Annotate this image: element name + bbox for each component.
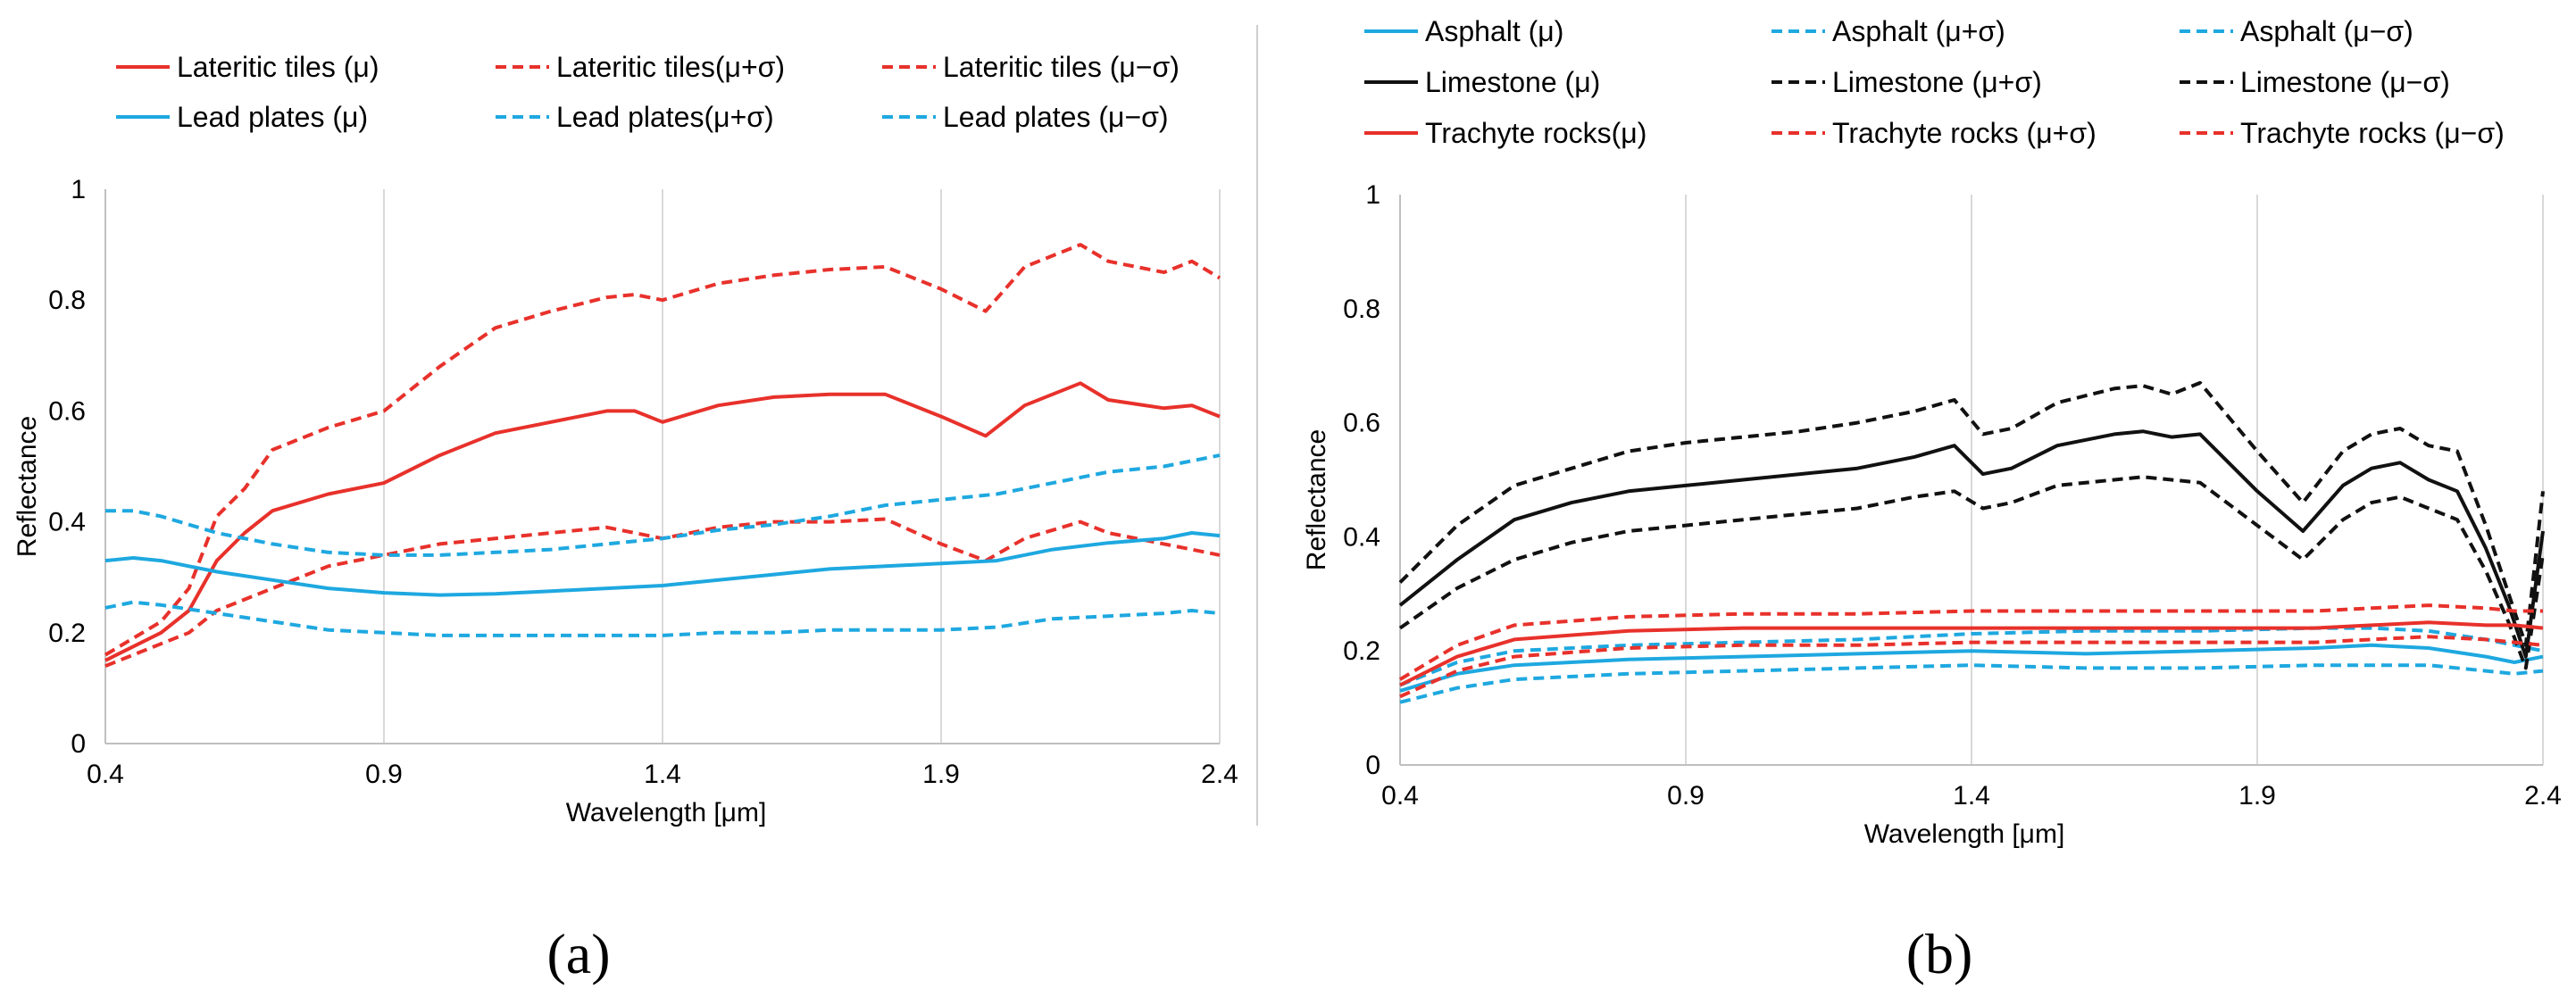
legend-entry: Lateritic tiles (μ): [177, 51, 379, 83]
legend-entry: Lateritic tiles(μ+σ): [556, 51, 785, 83]
panel-label-a: (a): [546, 922, 610, 985]
legend-entry: Asphalt (μ+σ): [1832, 15, 2005, 47]
y-tick-label: 1: [1365, 180, 1380, 210]
series-line-5: [1398, 380, 2545, 647]
legend-entry: Lead plates(μ+σ): [556, 101, 774, 133]
legend-entry: Lateritic tiles (μ−σ): [943, 51, 1180, 83]
legend-a: Lateritic tiles (μ) Lateritic tiles(μ+σ) L…: [116, 51, 1180, 133]
legend-b: Asphalt (μ) Asphalt (μ+σ) Asphalt (μ−σ) Lim…: [1364, 15, 2505, 149]
x-tick-label: 0.4: [87, 760, 124, 789]
axes-a: [104, 189, 1220, 744]
y-tick-label: 0: [1365, 751, 1380, 780]
series-line-3: [104, 517, 1221, 668]
series-line-1: [1399, 643, 2544, 693]
y-tick-label: 0.2: [48, 619, 86, 648]
series-line-7: [1399, 620, 2544, 687]
x-tick-label: 1.9: [922, 760, 960, 789]
y-tick-label: 0.4: [48, 508, 86, 537]
series-line-2: [104, 243, 1221, 657]
y-tick-label: 1: [71, 175, 86, 204]
chart-a: Lateritic tiles (μ) Lateritic tiles(μ+σ) L…: [13, 51, 1238, 985]
x-tick-label: 0.4: [1381, 781, 1419, 811]
x-tick-label: 0.9: [1667, 781, 1705, 811]
series-b: [1398, 380, 2545, 704]
series-line-9: [1399, 635, 2544, 699]
y-tick-label: 0.6: [1343, 409, 1380, 438]
legend-entry: Lead plates (μ−σ): [943, 101, 1169, 133]
legend-entry: Asphalt (μ−σ): [2240, 15, 2413, 47]
x-tick-label: 2.4: [1201, 760, 1238, 789]
series-a: [104, 243, 1221, 668]
legend-entry: Limestone (μ): [1425, 66, 1600, 98]
legend-entry: Trachyte rocks (μ+σ): [1832, 117, 2097, 149]
chart-b: Asphalt (μ) Asphalt (μ+σ) Asphalt (μ−σ) Lim…: [1302, 15, 2562, 985]
ticks-a: 0.4 0.9 1.4 1.9 2.4 0 0.2 0.4 0.6 0.8 1: [48, 175, 1238, 789]
series-line-5: [105, 453, 1221, 557]
x-tick-label: 2.4: [2524, 781, 2562, 811]
y-axis-label-a: Reflectance: [13, 416, 42, 557]
y-tick-label: 0.6: [48, 396, 86, 426]
legend-entry: Trachyte rocks(μ): [1425, 117, 1646, 149]
grid-a: [383, 189, 1221, 744]
series-line-8: [1398, 603, 2543, 681]
x-tick-label: 1.4: [1953, 781, 1990, 811]
legend-entry: Lead plates (μ): [177, 101, 368, 133]
grid-b: [1685, 195, 2544, 765]
y-tick-label: 0.4: [1343, 522, 1380, 552]
panel-label-b: (b): [1906, 922, 1973, 985]
x-axis-label-a: Wavelength [μm]: [566, 798, 767, 827]
x-axis-label-b: Wavelength [μm]: [1864, 819, 2065, 849]
legend-entry: Trachyte rocks (μ−σ): [2240, 117, 2505, 149]
ticks-b: 0.4 0.9 1.4 1.9 2.4 0 0.2 0.4 0.6 0.8 1: [1343, 180, 2562, 811]
legend-entry: Limestone (μ+σ): [1832, 66, 2042, 98]
series-line-2: [1399, 626, 2544, 687]
axes-b: [1399, 195, 2543, 766]
series-line-6: [104, 600, 1221, 637]
series-line-1: [104, 381, 1221, 662]
series-line-4: [104, 531, 1221, 597]
x-tick-label: 1.9: [2238, 781, 2276, 811]
y-tick-label: 0.8: [48, 286, 86, 315]
y-tick-label: 0: [71, 729, 86, 759]
y-tick-label: 0.8: [1343, 295, 1380, 324]
legend-entry: Asphalt (μ): [1425, 15, 1563, 47]
series-line-6: [1398, 475, 2545, 670]
x-tick-label: 0.9: [365, 760, 403, 789]
legend-entry: Limestone (μ−σ): [2240, 66, 2450, 98]
y-tick-label: 0.2: [1343, 636, 1380, 666]
x-tick-label: 1.4: [644, 760, 681, 789]
series-line-3: [1399, 663, 2544, 704]
y-axis-label-b: Reflectance: [1302, 429, 1331, 570]
series-line-4: [1398, 429, 2545, 659]
